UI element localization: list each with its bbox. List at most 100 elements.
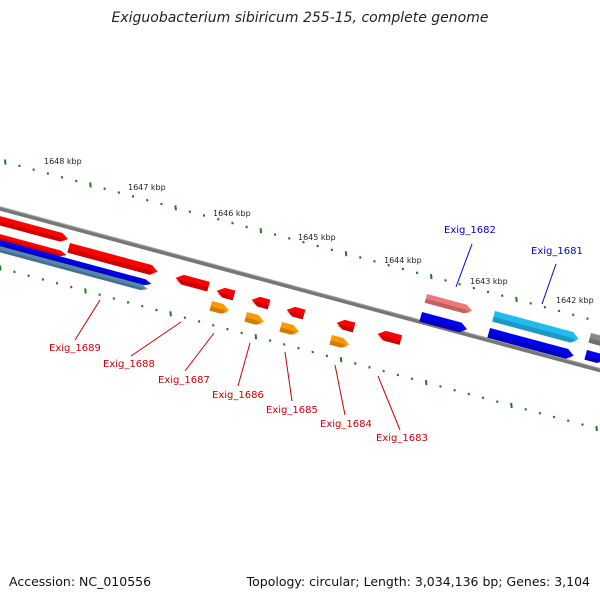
gene-orange-3[interactable]	[279, 322, 300, 337]
minor-tick	[75, 179, 78, 183]
minor-tick	[325, 354, 329, 358]
gene-gray-edge[interactable]	[588, 333, 600, 348]
major-tick	[174, 205, 177, 211]
minor-tick	[103, 187, 106, 191]
gene-label-exig-1686: Exig_1686	[212, 390, 264, 401]
gene-exig-1683[interactable]	[376, 329, 403, 345]
gene-orange-4[interactable]	[329, 335, 350, 350]
minor-tick	[60, 175, 64, 179]
minor-tick	[226, 327, 229, 331]
minor-tick	[268, 339, 272, 342]
ruler-label: 1644 kbp	[384, 256, 422, 265]
minor-tick	[524, 408, 527, 411]
gene-exig-1685[interactable]	[285, 305, 306, 320]
major-tick	[254, 334, 258, 340]
minor-tick	[359, 256, 362, 259]
minor-tick	[472, 286, 476, 290]
minor-tick	[126, 301, 130, 304]
minor-tick	[486, 290, 490, 294]
minor-tick	[410, 377, 414, 381]
callout-line	[377, 375, 401, 431]
minor-tick	[283, 343, 286, 346]
minor-tick	[131, 195, 135, 198]
minor-tick	[496, 400, 499, 404]
gene-features[interactable]	[0, 214, 600, 365]
minor-tick	[567, 419, 570, 423]
gene-label-exig-1682: Exig_1682	[444, 225, 496, 236]
major-tick	[344, 251, 348, 257]
gene-label-exig-1684: Exig_1684	[320, 419, 372, 430]
minor-tick	[572, 313, 575, 317]
major-tick	[430, 273, 433, 280]
ruler-label: 1645 kbp	[298, 233, 336, 242]
genome-summary-text: Topology: circular; Length: 3,034,136 bp…	[246, 574, 590, 589]
major-tick	[510, 402, 513, 409]
gene-steel-long[interactable]	[0, 244, 148, 292]
gene-blue-2[interactable]	[487, 328, 575, 361]
gene-red-long-b[interactable]	[67, 243, 158, 277]
gene-labels: Exig_1689 Exig_1688 Exig_1687 Exig_1686 …	[49, 225, 583, 444]
minor-tick	[160, 202, 163, 206]
genome-backbone	[0, 206, 600, 373]
gene-red-long-a[interactable]	[0, 214, 69, 243]
ruler-label: 1646 kbp	[213, 209, 251, 218]
minor-tick	[302, 240, 305, 244]
ruler-label: 1642 kbp	[556, 296, 594, 305]
callout-line	[74, 299, 101, 341]
gene-orange-1[interactable]	[209, 301, 230, 316]
minor-tick	[538, 411, 542, 415]
minor-tick	[396, 373, 400, 377]
ruler-label: 1648 kbp	[44, 157, 82, 166]
gene-orange-2[interactable]	[244, 312, 265, 327]
minor-tick	[112, 297, 116, 300]
minor-tick	[453, 388, 456, 392]
minor-tick	[529, 302, 532, 305]
gene-exig-1681[interactable]	[492, 311, 580, 344]
minor-tick	[481, 396, 485, 400]
minor-tick	[581, 423, 584, 426]
minor-tick	[354, 362, 357, 365]
minor-tick	[330, 248, 334, 252]
gene-exig-1687[interactable]	[215, 286, 236, 301]
map-title: Exiguobacterium sibiricum 255-15, comple…	[111, 10, 489, 26]
gene-blue-long[interactable]	[0, 238, 152, 287]
callout-line	[334, 364, 346, 416]
major-tick	[515, 296, 518, 303]
gene-red-long-c[interactable]	[0, 232, 67, 258]
inner-tick-ring	[0, 265, 598, 432]
minor-tick	[273, 233, 277, 236]
minor-tick	[155, 308, 158, 312]
gene-exig-1686[interactable]	[250, 295, 271, 310]
minor-tick	[13, 270, 16, 274]
gene-exig-1688[interactable]	[174, 273, 210, 292]
major-tick	[84, 288, 87, 294]
minor-tick	[586, 317, 589, 320]
callout-line	[455, 243, 473, 288]
minor-tick	[401, 267, 405, 271]
minor-tick	[543, 305, 547, 309]
minor-tick	[387, 263, 390, 267]
gene-blue-edge[interactable]	[584, 350, 600, 365]
major-tick	[4, 159, 7, 165]
minor-tick	[297, 346, 300, 350]
minor-tick	[288, 237, 291, 240]
minor-tick	[467, 392, 471, 396]
gene-blue-1[interactable]	[419, 312, 468, 334]
gene-label-exig-1685: Exig_1685	[266, 405, 318, 416]
callout-line	[130, 321, 182, 357]
ruler-label: 1647 kbp	[128, 183, 166, 192]
gene-label-exig-1683: Exig_1683	[376, 433, 428, 444]
minor-tick	[231, 221, 234, 225]
callout-line	[284, 351, 293, 402]
minor-tick	[240, 331, 243, 335]
minor-tick	[217, 217, 220, 221]
gene-exig-1684[interactable]	[335, 318, 356, 333]
gene-exig-1682[interactable]	[424, 294, 474, 315]
minor-tick	[382, 369, 385, 373]
minor-tick	[212, 323, 215, 327]
ruler-labels: 1648 kbp 1647 kbp 1646 kbp 1645 kbp 1644…	[44, 157, 594, 305]
minor-tick	[46, 172, 50, 175]
minor-tick	[458, 282, 461, 286]
minor-tick	[18, 164, 21, 168]
